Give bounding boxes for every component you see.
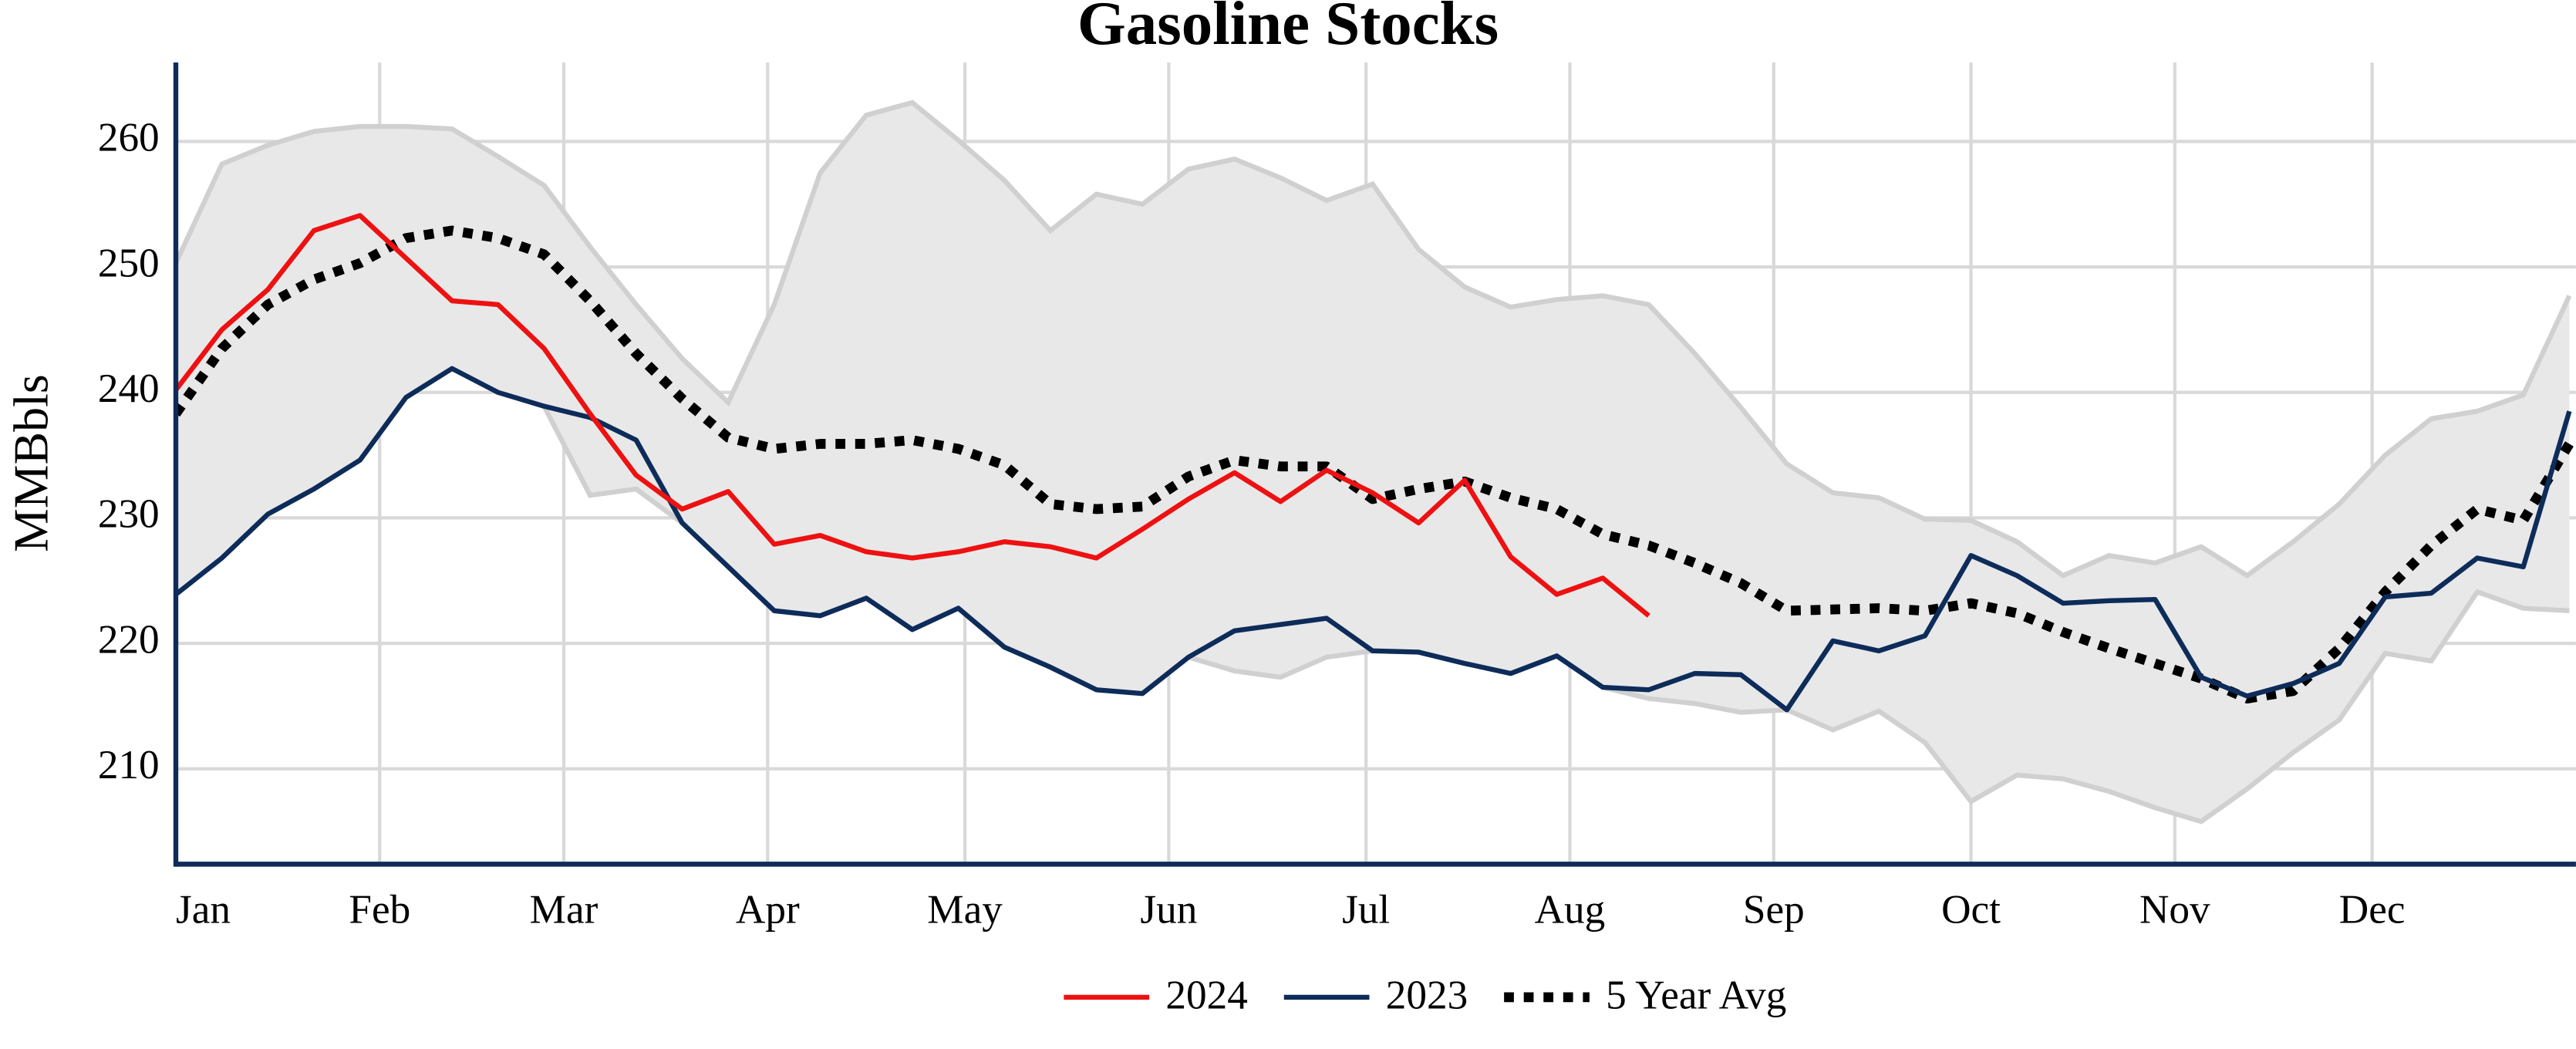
legend-label: 5 Year Avg <box>1606 972 1786 1017</box>
x-tick-label: Dec <box>2339 886 2406 932</box>
x-tick-label: Mar <box>530 886 598 932</box>
series-line <box>175 366 2572 713</box>
x-tick-label: Apr <box>736 886 800 932</box>
y-axis-label: MMBbls <box>4 374 59 552</box>
x-tick-label: Oct <box>1941 886 2001 932</box>
y-tick-label: 230 <box>98 491 160 537</box>
series-line <box>175 225 2574 704</box>
y-tick-label: 220 <box>98 616 160 662</box>
x-tick-label: Jan <box>176 886 231 932</box>
legend-label: 2023 <box>1386 972 1468 1017</box>
x-tick-label: Jun <box>1140 886 1197 932</box>
range-edge <box>175 100 2572 579</box>
y-tick-label: 250 <box>98 240 160 285</box>
series-line <box>175 213 1650 618</box>
x-tick-label: Jul <box>1342 886 1390 932</box>
plot-area <box>175 62 2576 865</box>
x-tick-label: May <box>927 886 1003 932</box>
y-tick-label: 260 <box>98 115 160 160</box>
y-tick-label: 240 <box>98 366 160 411</box>
chart-title: Gasoline Stocks <box>1077 0 1499 58</box>
x-tick-label: Nov <box>2139 886 2210 932</box>
x-tick-label: Sep <box>1743 886 1805 932</box>
x-tick-label: Aug <box>1535 886 1606 932</box>
y-tick-label: 210 <box>98 742 160 788</box>
range-band <box>175 102 2570 822</box>
x-tick-label: Feb <box>349 886 410 932</box>
legend-label: 2024 <box>1165 972 1247 1017</box>
legend: 2024 2023 5 Year Avg <box>1064 972 1786 1017</box>
